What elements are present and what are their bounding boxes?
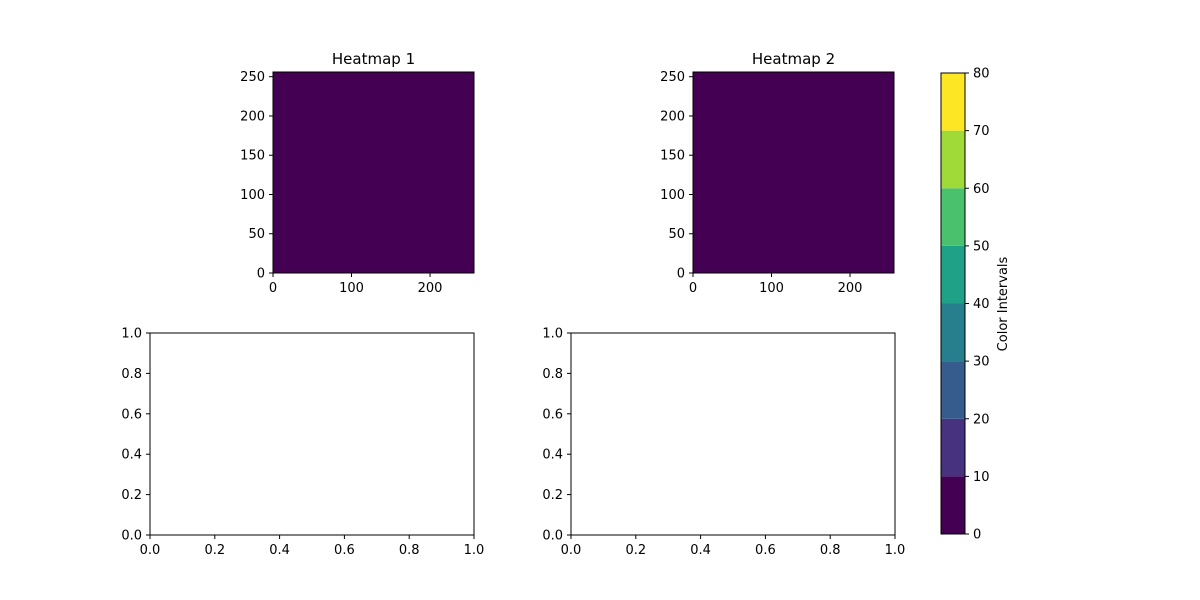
y-tick-label: 0.2 bbox=[121, 488, 142, 503]
y-tick-label: 0.4 bbox=[121, 448, 142, 463]
x-tick-label: 0.0 bbox=[140, 543, 161, 558]
y-tick-label: 1.0 bbox=[542, 327, 563, 342]
colorbar-segment bbox=[941, 303, 965, 362]
x-tick-label: 0.8 bbox=[820, 543, 841, 558]
x-tick-label: 0.6 bbox=[755, 543, 776, 558]
y-tick-label: 250 bbox=[660, 70, 685, 85]
y-tick-label: 0.0 bbox=[121, 529, 142, 544]
y-tick-label: 50 bbox=[248, 227, 265, 242]
x-tick-label: 200 bbox=[838, 281, 863, 296]
colorbar-segment bbox=[941, 130, 965, 189]
colorbar-tick-label: 30 bbox=[973, 355, 990, 370]
colorbar-segment bbox=[941, 476, 965, 534]
subplot-3: 0.0 0.2 0.4 0.6 0.8 1.0 0.0 0.2 0.4 0.6 0.8 1.0 bbox=[121, 327, 484, 559]
colorbar-segment bbox=[941, 245, 965, 304]
axes-frame bbox=[570, 332, 896, 536]
y-tick-label: 0 bbox=[257, 267, 265, 282]
y-tick-label: 0.8 bbox=[121, 367, 142, 382]
colorbar-segment bbox=[941, 418, 965, 477]
y-tick-label: 0.6 bbox=[121, 407, 142, 422]
colorbar-tick-label: 40 bbox=[973, 297, 990, 312]
y-tick-label: 0.4 bbox=[542, 448, 563, 463]
axes-layer: 0 100 200 0 50 100 150 200 250 Heatmap 1 0 100 200 0 5… bbox=[121, 50, 905, 558]
heatmap-cells bbox=[273, 72, 474, 273]
x-tick-label: 0 bbox=[269, 281, 277, 296]
axes-frame bbox=[692, 71, 895, 274]
colorbar-tick-label: 70 bbox=[973, 124, 990, 139]
y-tick-label: 0.8 bbox=[542, 367, 563, 382]
heatmap-cells bbox=[693, 72, 894, 273]
colorbar-tick-label: 10 bbox=[973, 470, 990, 485]
y-tick-label: 150 bbox=[660, 149, 685, 164]
x-tick-label: 0 bbox=[689, 281, 697, 296]
colorbar-tick-label: 0 bbox=[973, 528, 981, 543]
x-tick-label: 0.4 bbox=[269, 543, 290, 558]
colorbar-segment bbox=[941, 361, 965, 419]
subplot-title: Heatmap 1 bbox=[332, 50, 415, 68]
x-tick-label: 0.0 bbox=[561, 543, 582, 558]
x-tick-label: 1.0 bbox=[464, 543, 485, 558]
y-tick-label: 0.2 bbox=[542, 488, 563, 503]
x-tick-label: 1.0 bbox=[885, 543, 906, 558]
colorbar-segment bbox=[941, 73, 965, 131]
y-tick-label: 0.6 bbox=[542, 407, 563, 422]
colorbar-tick-label: 50 bbox=[973, 239, 990, 254]
y-tick-label: 100 bbox=[660, 188, 685, 203]
y-tick-label: 200 bbox=[660, 109, 685, 124]
subplot-2: 0 100 200 0 50 100 150 200 250 Heatmap 2 bbox=[660, 50, 895, 296]
x-tick-label: 200 bbox=[418, 281, 443, 296]
colorbar-label: Color Intervals bbox=[996, 256, 1011, 351]
axes-frame bbox=[272, 71, 475, 274]
x-tick-label: 0.4 bbox=[690, 543, 711, 558]
colorbar: 0 10 20 30 40 50 60 70 80 Color Intervals bbox=[940, 67, 1011, 543]
y-tick-label: 0.0 bbox=[542, 529, 563, 544]
x-tick-label: 0.2 bbox=[625, 543, 646, 558]
y-tick-label: 250 bbox=[240, 70, 265, 85]
subplot-4: 0.0 0.2 0.4 0.6 0.8 1.0 0.0 0.2 0.4 0.6 0.8 1.0 bbox=[542, 327, 905, 559]
subplot-title: Heatmap 2 bbox=[752, 50, 835, 68]
y-tick-label: 0 bbox=[677, 267, 685, 282]
x-tick-label: 0.2 bbox=[204, 543, 225, 558]
colorbar-tick-label: 20 bbox=[973, 412, 990, 427]
subplot-1: 0 100 200 0 50 100 150 200 250 Heatmap 1 bbox=[240, 50, 475, 296]
axes-frame bbox=[149, 332, 475, 536]
colorbar-tick-label: 80 bbox=[973, 67, 990, 82]
colorbar-tick-label: 60 bbox=[973, 182, 990, 197]
y-tick-label: 1.0 bbox=[121, 327, 142, 342]
y-tick-label: 200 bbox=[240, 109, 265, 124]
x-tick-label: 0.8 bbox=[399, 543, 420, 558]
y-tick-label: 100 bbox=[240, 188, 265, 203]
x-tick-label: 0.6 bbox=[334, 543, 355, 558]
colorbar-segment bbox=[941, 188, 965, 246]
x-tick-label: 100 bbox=[339, 281, 364, 296]
y-tick-label: 150 bbox=[240, 149, 265, 164]
y-tick-label: 50 bbox=[668, 227, 685, 242]
x-tick-label: 100 bbox=[759, 281, 784, 296]
